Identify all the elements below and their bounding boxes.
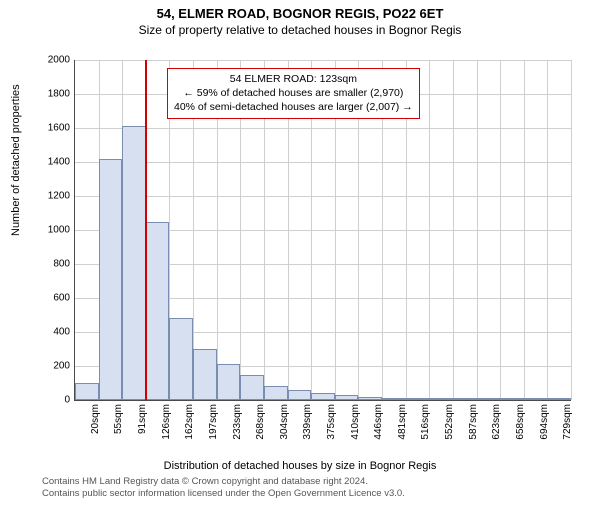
histogram-bar: [311, 393, 335, 400]
histogram-bar: [193, 349, 217, 400]
x-tick-label: 729sqm: [562, 404, 573, 440]
histogram-bar: [146, 222, 170, 401]
x-tick-label: 658sqm: [515, 404, 526, 440]
x-tick-label: 694sqm: [539, 404, 550, 440]
histogram-bar: [547, 398, 571, 400]
callout-line-3: 40% of semi-detached houses are larger (…: [174, 100, 413, 114]
gridline-v: [571, 60, 572, 400]
x-tick-label: 481sqm: [397, 404, 408, 440]
x-tick-label: 91sqm: [137, 404, 148, 434]
x-tick-label: 339sqm: [302, 404, 313, 440]
gridline-v: [453, 60, 454, 400]
x-tick-label: 623sqm: [491, 404, 502, 440]
y-tick-label: 1800: [32, 89, 70, 100]
plot-area: 54 ELMER ROAD: 123sqm← 59% of detached h…: [74, 60, 571, 401]
y-tick-label: 400: [32, 327, 70, 338]
x-tick-label: 304sqm: [279, 404, 290, 440]
x-tick-label: 410sqm: [350, 404, 361, 440]
x-tick-label: 20sqm: [90, 404, 101, 434]
x-tick-label: 233sqm: [232, 404, 243, 440]
x-tick-label: 375sqm: [326, 404, 337, 440]
x-tick-label: 126sqm: [161, 404, 172, 440]
histogram-bar: [264, 386, 288, 400]
gridline-h: [75, 196, 571, 197]
x-tick-label: 446sqm: [373, 404, 384, 440]
gridline-v: [524, 60, 525, 400]
x-axis-label: Distribution of detached houses by size …: [0, 460, 600, 472]
histogram-bar: [453, 398, 477, 400]
histogram-bar: [335, 395, 359, 400]
gridline-v: [429, 60, 430, 400]
histogram-bar: [240, 375, 264, 401]
y-tick-label: 2000: [32, 55, 70, 66]
gridline-v: [500, 60, 501, 400]
y-tick-label: 1400: [32, 157, 70, 168]
histogram-bar: [477, 398, 501, 400]
x-tick-label: 162sqm: [184, 404, 195, 440]
x-tick-label: 516sqm: [420, 404, 431, 440]
property-callout: 54 ELMER ROAD: 123sqm← 59% of detached h…: [167, 68, 420, 119]
histogram-bar: [217, 364, 241, 400]
gridline-h: [75, 128, 571, 129]
callout-line-1: 54 ELMER ROAD: 123sqm: [174, 72, 413, 86]
gridline-v: [547, 60, 548, 400]
x-tick-label: 552sqm: [444, 404, 455, 440]
histogram-bar: [429, 398, 453, 400]
histogram-bar: [75, 383, 99, 400]
y-tick-label: 1600: [32, 123, 70, 134]
x-tick-label: 268sqm: [255, 404, 266, 440]
y-tick-label: 600: [32, 293, 70, 304]
y-tick-label: 0: [32, 395, 70, 406]
y-tick-label: 1200: [32, 191, 70, 202]
footer-line-2: Contains public sector information licen…: [42, 488, 405, 500]
x-tick-label: 55sqm: [113, 404, 124, 434]
property-marker-line: [145, 60, 147, 400]
page-title-main: 54, ELMER ROAD, BOGNOR REGIS, PO22 6ET: [0, 6, 600, 21]
y-tick-label: 800: [32, 259, 70, 270]
gridline-h: [75, 60, 571, 61]
histogram-bar: [382, 398, 406, 400]
y-tick-label: 200: [32, 361, 70, 372]
y-axis-label: Number of detached properties: [10, 84, 22, 236]
callout-line-2: ← 59% of detached houses are smaller (2,…: [174, 86, 413, 100]
x-tick-label: 587sqm: [468, 404, 479, 440]
histogram-bar: [288, 390, 312, 400]
y-tick-label: 1000: [32, 225, 70, 236]
histogram-bar: [122, 126, 146, 400]
histogram-bar: [169, 318, 193, 400]
gridline-v: [477, 60, 478, 400]
footer-attribution: Contains HM Land Registry data © Crown c…: [42, 476, 405, 500]
page-title-sub: Size of property relative to detached ho…: [0, 23, 600, 37]
histogram-bar: [406, 398, 430, 400]
chart-container: 54 ELMER ROAD: 123sqm← 59% of detached h…: [60, 60, 570, 420]
histogram-bar: [358, 397, 382, 400]
gridline-h: [75, 162, 571, 163]
footer-line-1: Contains HM Land Registry data © Crown c…: [42, 476, 405, 488]
histogram-bar: [524, 398, 548, 400]
x-tick-label: 197sqm: [208, 404, 219, 440]
histogram-bar: [500, 398, 524, 400]
histogram-bar: [99, 159, 123, 400]
